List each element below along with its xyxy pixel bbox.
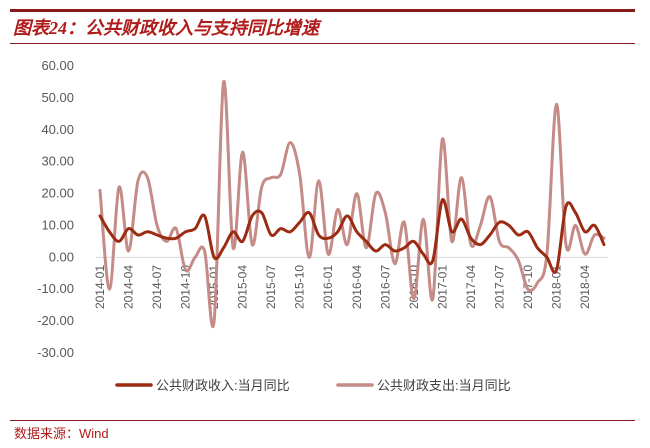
- source-note: 数据来源：Wind: [14, 426, 109, 441]
- x-tick-label: 2017-07: [492, 265, 506, 309]
- x-tick-label: 2014-07: [150, 265, 164, 309]
- y-tick-label: -20.00: [37, 313, 74, 328]
- y-tick-label: 20.00: [41, 186, 74, 201]
- y-tick-label: -10.00: [37, 281, 74, 296]
- x-tick-label: 2017-04: [464, 265, 478, 309]
- series-line-expenditure: [98, 80, 606, 328]
- legend-label: 公共财政收入:当月同比: [156, 378, 290, 393]
- x-tick-label: 2016-04: [350, 265, 364, 309]
- y-tick-label: 60.00: [41, 58, 74, 73]
- series-line-income: [98, 198, 606, 274]
- x-tick-label: 2014-10: [179, 265, 193, 309]
- legend-item-income: 公共财政收入:当月同比: [115, 378, 290, 393]
- x-tick-label: 2018-04: [578, 265, 592, 309]
- x-tick-label: 2014-01: [93, 265, 107, 309]
- title-rule: [10, 43, 635, 44]
- x-tick-label: 2014-04: [122, 265, 136, 309]
- legend-label: 公共财政支出:当月同比: [377, 378, 511, 393]
- x-tick-label: 2018-01: [549, 265, 563, 309]
- x-tick-label: 2015-10: [293, 265, 307, 309]
- x-tick-label: 2017-01: [435, 265, 449, 309]
- x-tick-label: 2016-07: [378, 265, 392, 309]
- legend: 公共财政收入:当月同比 公共财政支出:当月同比: [115, 378, 511, 393]
- y-tick-label: 30.00: [41, 154, 74, 169]
- y-tick-label: 50.00: [41, 90, 74, 105]
- y-axis: 60.00 50.00 40.00 30.00 20.00 10.00 0.00 -10.00…: [37, 58, 608, 360]
- y-tick-label: 10.00: [41, 217, 74, 232]
- y-tick-label: 0.00: [49, 249, 74, 264]
- x-tick-label: 2015-04: [236, 265, 250, 309]
- top-rule: [10, 9, 635, 12]
- y-tick-label: -30.00: [37, 345, 74, 360]
- y-tick-label: 40.00: [41, 122, 74, 137]
- bottom-rule: [10, 420, 635, 421]
- figure-title: 图表24：公共财政收入与支持同比增速: [13, 18, 319, 38]
- x-tick-label: 2015-07: [264, 265, 278, 309]
- x-tick-label: 2016-01: [321, 265, 335, 309]
- x-axis: 2014-01 2014-04 2014-07 2014-10 2015-01 2015-…: [93, 265, 592, 309]
- series-layer: [98, 80, 606, 328]
- legend-item-expenditure: 公共财政支出:当月同比: [336, 378, 511, 393]
